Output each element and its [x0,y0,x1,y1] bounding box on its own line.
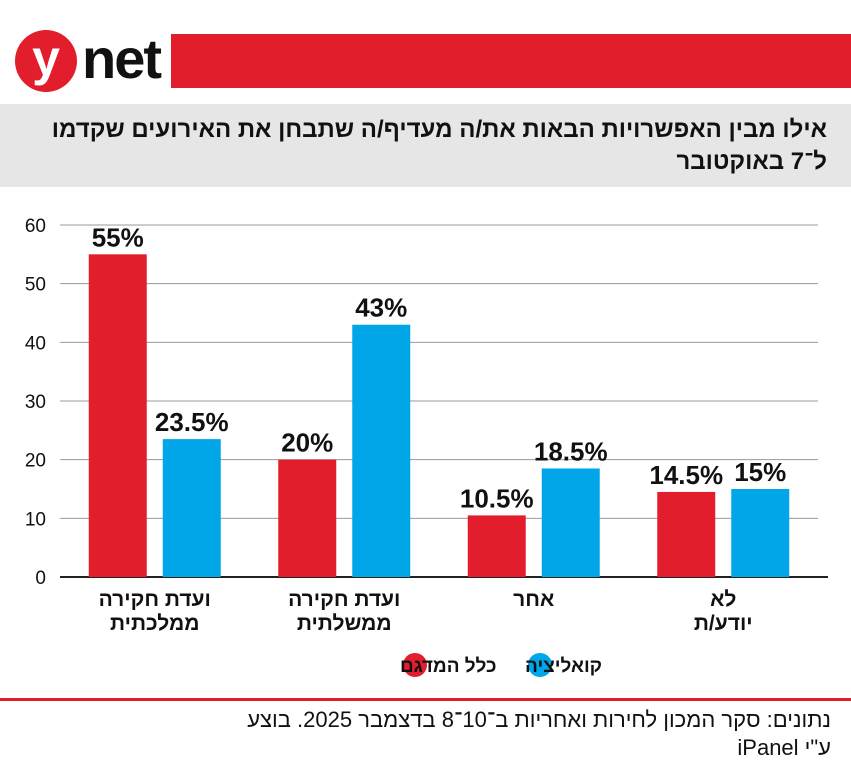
ynet-logo-circle: y [15,30,77,92]
x-tick-label: יודע/ת [694,612,753,635]
header: y net [0,0,851,100]
legend-label: כלל המדגם [400,656,496,677]
data-label: 10.5% [460,483,534,513]
x-tick-label: ועדת חקירה [288,588,400,611]
bar [657,491,716,577]
legend-label: קואליציה [525,656,602,677]
chart-title: אילו מבין האפשרויות הבאות את/ה מעדיף/ה ש… [51,116,827,175]
data-label: 15% [734,457,786,487]
bar [162,439,221,577]
bar [278,459,337,577]
y-tick-label: 50 [25,275,46,296]
bar [352,324,411,577]
header-red-bar [171,34,851,88]
y-tick-label: 20 [25,451,46,472]
y-tick-label: 0 [35,568,46,589]
data-label: 55% [92,222,144,252]
footer-divider [0,698,851,701]
bar [467,515,526,577]
bar [731,489,790,577]
source-note: נתונים: סקר המכון לחירות ואחריות ב־10־8 … [11,706,831,762]
title-box: אילו מבין האפשרויות הבאות את/ה מעדיף/ה ש… [0,104,851,187]
y-tick-label: 10 [25,509,46,530]
source-note-line-1: נתונים: סקר המכון לחירות ואחריות ב־10־8 … [247,707,831,732]
data-label: 23.5% [155,407,229,437]
ynet-logo-text: net [82,27,162,90]
data-label: 14.5% [649,460,723,490]
data-label: 18.5% [534,436,608,466]
x-tick-label: אחר [513,588,554,611]
x-tick-label: ועדת חקירה [99,588,211,611]
x-tick-label: ממלכתית [110,612,200,635]
legend-swatch [528,653,552,677]
x-tick-label: ממשלתית [297,612,392,635]
y-tick-label: 60 [25,216,46,237]
data-label: 20% [281,428,333,458]
data-label: 43% [355,293,407,323]
bar [541,468,600,577]
source-note-line-2: ע"י iPanel [737,735,831,760]
x-tick-label: לא [710,588,736,611]
legend-swatch [403,653,427,677]
y-tick-label: 30 [25,392,46,413]
bar [88,254,147,578]
y-tick-label: 40 [25,333,46,354]
